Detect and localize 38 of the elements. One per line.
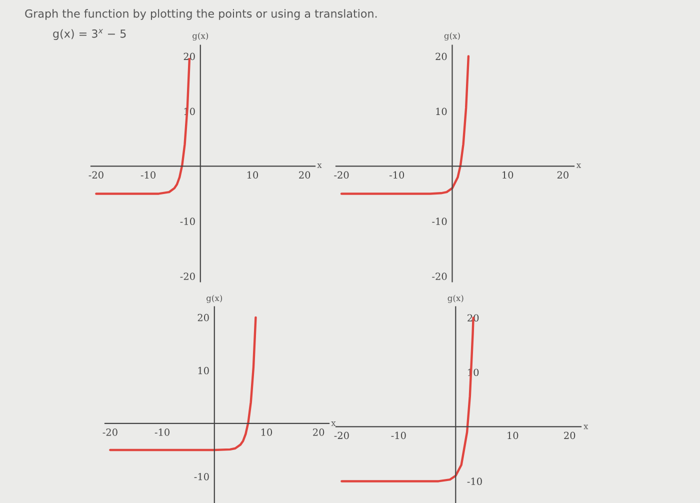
x-axis-title: x — [584, 424, 588, 430]
y-tick-label: 10 — [198, 366, 209, 374]
x-tick-label: -10 — [140, 171, 156, 179]
x-tick-label: 20 — [557, 171, 568, 179]
x-tick-label: -10 — [154, 428, 170, 436]
x-axis-title: x — [317, 164, 322, 168]
y-tick-label: -10 — [467, 478, 482, 486]
x-tick-label: 10 — [502, 171, 514, 179]
y-tick-label: 20 — [184, 52, 195, 60]
x-tick-label: -20 — [334, 432, 349, 440]
y-axis-title: g(x) — [448, 294, 464, 303]
x-axis-title: x — [576, 164, 582, 168]
x-tick-label: 20 — [299, 171, 310, 179]
x-tick-label: 10 — [508, 432, 518, 440]
chart-subtitle: g(x) = 3$^{x}$ − 5 — [53, 29, 126, 40]
y-tick-label: 20 — [468, 314, 479, 322]
x-tick-label: -10 — [391, 432, 406, 440]
x-tick-label: -20 — [334, 171, 349, 179]
x-axis-title: x — [331, 422, 336, 426]
y-axis-title: g(x) — [444, 32, 460, 41]
x-tick-label: 20 — [313, 428, 324, 436]
y-tick-label: 20 — [198, 314, 209, 322]
x-tick-label: 10 — [261, 428, 272, 436]
x-tick-label: 10 — [247, 171, 258, 179]
x-tick-label: 20 — [564, 432, 576, 440]
x-tick-label: -20 — [102, 428, 118, 436]
y-axis-title: g(x) — [192, 32, 208, 41]
x-tick-label: -10 — [389, 171, 404, 179]
y-tick-label: -10 — [432, 218, 447, 226]
x-tick-label: -20 — [88, 171, 104, 179]
y-tick-label: 20 — [436, 52, 447, 60]
y-axis-title: g(x) — [206, 294, 222, 303]
y-tick-label: 10 — [436, 108, 447, 116]
y-tick-label: -20 — [180, 272, 195, 280]
y-tick-label: -20 — [432, 272, 447, 280]
chart-title: Graph the function by plotting the points or using a translation. — [25, 9, 377, 20]
y-tick-label: -10 — [180, 218, 195, 226]
y-tick-label: -10 — [194, 472, 209, 480]
